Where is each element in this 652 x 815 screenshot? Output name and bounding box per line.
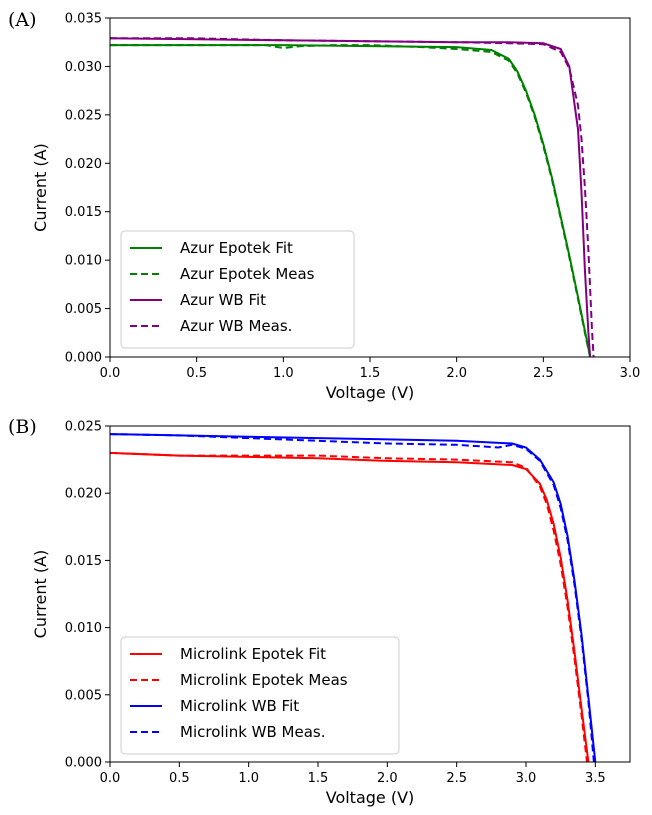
panel-b: 0.0 0.5 1.0 1.5 2.0 2.5 3.0 3.5 0.000 0.005 0.010 0…: [8, 416, 631, 807]
y-tick-label: 0.030: [65, 60, 102, 75]
y-tick-label: 0.015: [65, 205, 102, 220]
panel-label: (A): [8, 9, 37, 31]
x-tick-label: 2.0: [446, 366, 467, 381]
y-tick-label: 0.010: [65, 621, 102, 636]
x-tick-label: 3.0: [620, 366, 641, 381]
x-tick-label: 0.5: [186, 366, 207, 381]
panel-label: (B): [8, 416, 37, 438]
x-tick-label: 0.0: [100, 771, 121, 786]
series-line-1: [110, 44, 592, 357]
series-group: [110, 433, 597, 762]
y-tick-label: 0.010: [65, 254, 102, 269]
panel-a: 0.0 0.5 1.0 1.5 2.0 2.5 3.0 0.000 0.005 0.010 0.01…: [8, 9, 640, 402]
legend-label: Azur Epotek Fit: [180, 239, 293, 257]
y-tick-label: 0.000: [65, 351, 102, 366]
legend-label: Microlink WB Meas.: [180, 723, 326, 741]
x-tick-label: 2.0: [377, 771, 398, 786]
y-tick-label: 0.005: [65, 688, 102, 703]
y-tick-label: 0.015: [65, 554, 102, 569]
y-tick-label: 0.005: [65, 302, 102, 317]
legend-box: [120, 636, 400, 755]
x-tick-label: 0.5: [169, 771, 190, 786]
x-axis-label: Voltage (V): [326, 383, 415, 402]
x-tick-label: 1.5: [308, 771, 329, 786]
y-tick-label: 0.020: [65, 157, 102, 172]
legend-label: Microlink Epotek Fit: [180, 645, 326, 663]
series-line-3: [110, 433, 595, 762]
series-line-3: [110, 37, 595, 357]
legend-label: Azur WB Fit: [180, 291, 266, 309]
y-tick-label: 0.020: [65, 487, 102, 502]
y-axis-label: Current (A): [31, 143, 50, 232]
x-tick-label: 3.5: [585, 771, 606, 786]
legend-box: [120, 230, 355, 349]
legend-label: Azur Epotek Meas: [180, 265, 315, 283]
x-tick-label: 3.0: [516, 771, 537, 786]
x-tick-label: 2.5: [446, 771, 467, 786]
legend-label: Microlink WB Fit: [180, 697, 299, 715]
legend: Azur Epotek Fit Azur Epotek Meas Azur WB F…: [120, 230, 355, 349]
x-tick-label: 1.0: [238, 771, 259, 786]
x-tick-label: 1.5: [360, 366, 381, 381]
series-group: [110, 37, 595, 357]
plot-frame: [109, 425, 631, 763]
x-tick-label: 0.0: [100, 366, 121, 381]
x-axis-label: Voltage (V): [326, 788, 415, 807]
y-axis-label: Current (A): [31, 550, 50, 639]
legend: Microlink Epotek Fit Microlink Epotek Mea…: [120, 636, 400, 755]
legend-label: Microlink Epotek Meas: [180, 671, 348, 689]
y-tick-label: 0.035: [65, 12, 102, 27]
y-tick-label: 0.025: [65, 108, 102, 123]
y-tick-label: 0.025: [65, 420, 102, 435]
y-tick-label: 0.000: [65, 756, 102, 771]
legend-label: Azur WB Meas.: [180, 317, 292, 335]
x-tick-label: 2.5: [533, 366, 554, 381]
x-tick-label: 1.0: [273, 366, 294, 381]
